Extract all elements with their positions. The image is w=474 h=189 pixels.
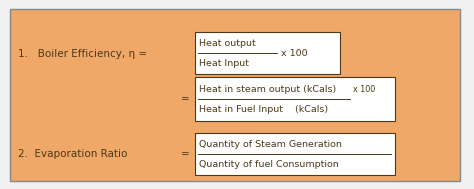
Text: Heat in steam output (kCals): Heat in steam output (kCals): [199, 85, 336, 94]
FancyBboxPatch shape: [195, 133, 395, 175]
Text: x 100: x 100: [353, 85, 375, 94]
Text: 1.   Boiler Efficiency, η =: 1. Boiler Efficiency, η =: [18, 49, 147, 59]
Text: Heat Input: Heat Input: [199, 59, 249, 68]
Text: x 100: x 100: [281, 49, 308, 57]
Text: Heat in Fuel Input    (kCals): Heat in Fuel Input (kCals): [199, 105, 328, 115]
Text: Quantity of fuel Consumption: Quantity of fuel Consumption: [199, 160, 339, 169]
Text: =: =: [181, 94, 190, 104]
Text: Heat output: Heat output: [199, 39, 256, 48]
FancyBboxPatch shape: [195, 77, 395, 121]
Text: Quantity of Steam Generation: Quantity of Steam Generation: [199, 140, 342, 149]
Text: =: =: [181, 149, 190, 159]
FancyBboxPatch shape: [195, 32, 340, 74]
Text: 2.  Evaporation Ratio: 2. Evaporation Ratio: [18, 149, 128, 159]
FancyBboxPatch shape: [10, 9, 460, 181]
